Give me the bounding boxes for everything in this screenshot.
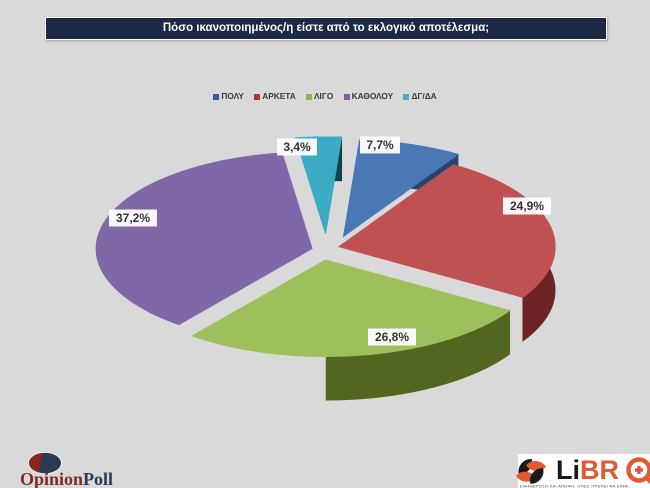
svg-text:ΕΝΗΜΕΡΩΣΗ ΚΑΙ ΑΠΟΨΗ, ΟΠΩΣ ΠΡΕΠ: ΕΝΗΜΕΡΩΣΗ ΚΑΙ ΑΠΟΨΗ, ΟΠΩΣ ΠΡΕΠΕΙ ΝΑ ΕΙΝΑ…: [520, 484, 633, 488]
svg-text:24,9%: 24,9%: [510, 199, 544, 213]
svg-text:7,7%: 7,7%: [366, 138, 394, 152]
svg-text:OpinionPoll: OpinionPoll: [20, 469, 113, 488]
svg-text:3,4%: 3,4%: [283, 140, 311, 154]
svg-text:LiBR: LiBR: [556, 455, 619, 485]
svg-text:37,2%: 37,2%: [116, 211, 150, 225]
svg-text:26,8%: 26,8%: [375, 330, 409, 344]
